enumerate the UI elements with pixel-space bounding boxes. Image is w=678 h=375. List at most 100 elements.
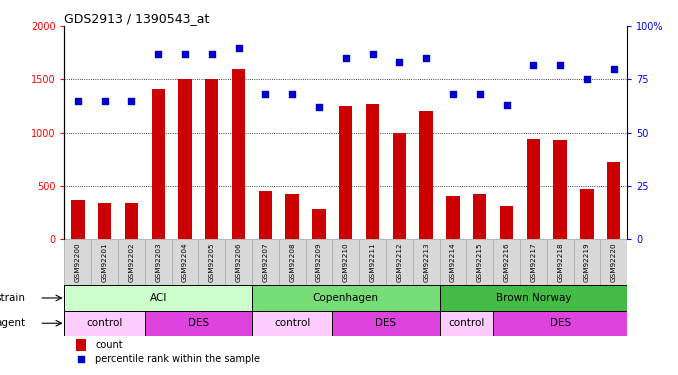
Bar <box>413 239 439 285</box>
Text: ACI: ACI <box>150 293 167 303</box>
Text: Brown Norway: Brown Norway <box>496 293 571 303</box>
Point <box>501 102 512 108</box>
Bar <box>225 239 252 285</box>
Bar <box>151 89 165 239</box>
Bar <box>313 209 325 239</box>
Bar <box>359 239 386 285</box>
Text: GSM92214: GSM92214 <box>450 243 456 282</box>
Bar <box>92 239 118 285</box>
Point <box>489 301 500 307</box>
Text: GSM92206: GSM92206 <box>235 243 241 282</box>
Text: GSM92220: GSM92220 <box>611 243 617 282</box>
Text: GSM92207: GSM92207 <box>262 243 268 282</box>
Text: control: control <box>86 318 123 328</box>
Text: GSM92200: GSM92200 <box>75 243 81 282</box>
Bar <box>259 191 272 239</box>
Bar <box>546 239 574 285</box>
Point <box>233 45 244 51</box>
Bar <box>199 239 225 285</box>
Bar <box>332 239 359 285</box>
Point <box>555 62 565 68</box>
Point <box>447 91 458 97</box>
Bar <box>439 239 466 285</box>
Bar <box>466 239 493 285</box>
Bar <box>527 139 540 239</box>
Bar <box>118 239 145 285</box>
Bar <box>607 162 620 239</box>
Point <box>394 59 405 65</box>
Point <box>528 62 539 68</box>
Text: count: count <box>96 340 123 350</box>
Text: GSM92218: GSM92218 <box>557 243 563 282</box>
Text: GSM92216: GSM92216 <box>504 243 510 282</box>
Text: GSM92212: GSM92212 <box>397 243 402 282</box>
Point <box>180 51 191 57</box>
Text: agent: agent <box>0 318 25 328</box>
Bar <box>64 239 92 285</box>
Text: GDS2913 / 1390543_at: GDS2913 / 1390543_at <box>64 12 210 25</box>
Text: DES: DES <box>376 318 397 328</box>
Bar <box>493 239 520 285</box>
Bar <box>366 104 379 239</box>
Bar <box>500 206 513 239</box>
Text: GSM92208: GSM92208 <box>290 243 295 282</box>
Bar <box>473 194 486 239</box>
Text: GSM92217: GSM92217 <box>530 243 536 282</box>
Bar <box>145 310 252 336</box>
Point <box>475 91 485 97</box>
Bar <box>145 239 172 285</box>
Bar <box>420 111 433 239</box>
Text: GSM92213: GSM92213 <box>423 243 429 282</box>
Bar <box>553 140 567 239</box>
Point <box>99 98 110 104</box>
Bar <box>386 239 413 285</box>
Text: DES: DES <box>550 318 571 328</box>
Bar <box>252 239 279 285</box>
Bar <box>76 339 86 351</box>
Text: GSM92203: GSM92203 <box>155 243 161 282</box>
Bar <box>520 239 546 285</box>
Text: GSM92202: GSM92202 <box>128 243 134 282</box>
Bar <box>439 285 627 310</box>
Bar <box>446 196 460 239</box>
Point <box>73 98 83 104</box>
Text: Copenhagen: Copenhagen <box>313 293 379 303</box>
Bar <box>600 239 627 285</box>
Text: GSM92211: GSM92211 <box>370 243 376 282</box>
Text: GSM92219: GSM92219 <box>584 243 590 282</box>
Point <box>126 98 137 104</box>
Bar <box>580 189 594 239</box>
Point <box>313 104 324 110</box>
Point <box>287 91 298 97</box>
Bar <box>252 310 332 336</box>
Text: GSM92204: GSM92204 <box>182 243 188 282</box>
Bar <box>125 203 138 239</box>
Text: DES: DES <box>188 318 209 328</box>
Point <box>260 91 271 97</box>
Bar <box>393 132 406 239</box>
Text: GSM92205: GSM92205 <box>209 243 215 282</box>
Bar <box>98 203 111 239</box>
Bar <box>339 106 353 239</box>
Bar <box>205 80 218 239</box>
Text: percentile rank within the sample: percentile rank within the sample <box>96 354 260 364</box>
Bar <box>285 194 299 239</box>
Bar <box>64 285 252 310</box>
Bar <box>252 285 439 310</box>
Bar <box>172 239 199 285</box>
Bar <box>574 239 600 285</box>
Bar <box>306 239 332 285</box>
Bar <box>71 200 85 239</box>
Text: GSM92215: GSM92215 <box>477 243 483 282</box>
Bar <box>64 310 145 336</box>
Point <box>153 51 163 57</box>
Text: GSM92210: GSM92210 <box>343 243 348 282</box>
Text: control: control <box>448 318 485 328</box>
Point <box>421 55 432 61</box>
Point <box>367 51 378 57</box>
Point <box>206 51 217 57</box>
Bar <box>439 310 493 336</box>
Bar <box>279 239 306 285</box>
Text: GSM92201: GSM92201 <box>102 243 108 282</box>
Point <box>582 76 593 82</box>
